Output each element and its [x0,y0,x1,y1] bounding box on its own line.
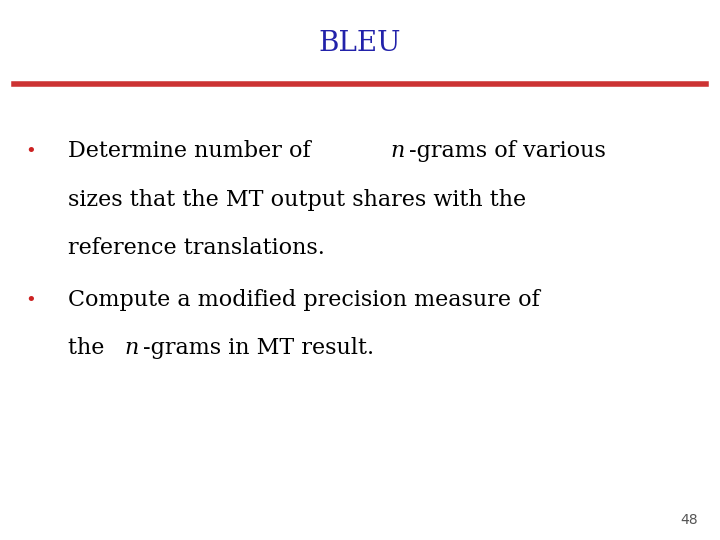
Text: •: • [25,142,36,160]
Text: Determine number of: Determine number of [68,140,318,162]
Text: sizes that the MT output shares with the: sizes that the MT output shares with the [68,189,526,211]
Text: 48: 48 [681,512,698,526]
Text: •: • [25,291,36,309]
Text: n: n [391,140,405,162]
Text: Compute a modified precision measure of: Compute a modified precision measure of [68,289,540,310]
Text: the: the [68,338,112,359]
Text: -grams in MT result.: -grams in MT result. [143,338,374,359]
Text: BLEU: BLEU [319,30,401,57]
Text: -grams of various: -grams of various [409,140,606,162]
Text: n: n [125,338,139,359]
Text: reference translations.: reference translations. [68,238,325,259]
